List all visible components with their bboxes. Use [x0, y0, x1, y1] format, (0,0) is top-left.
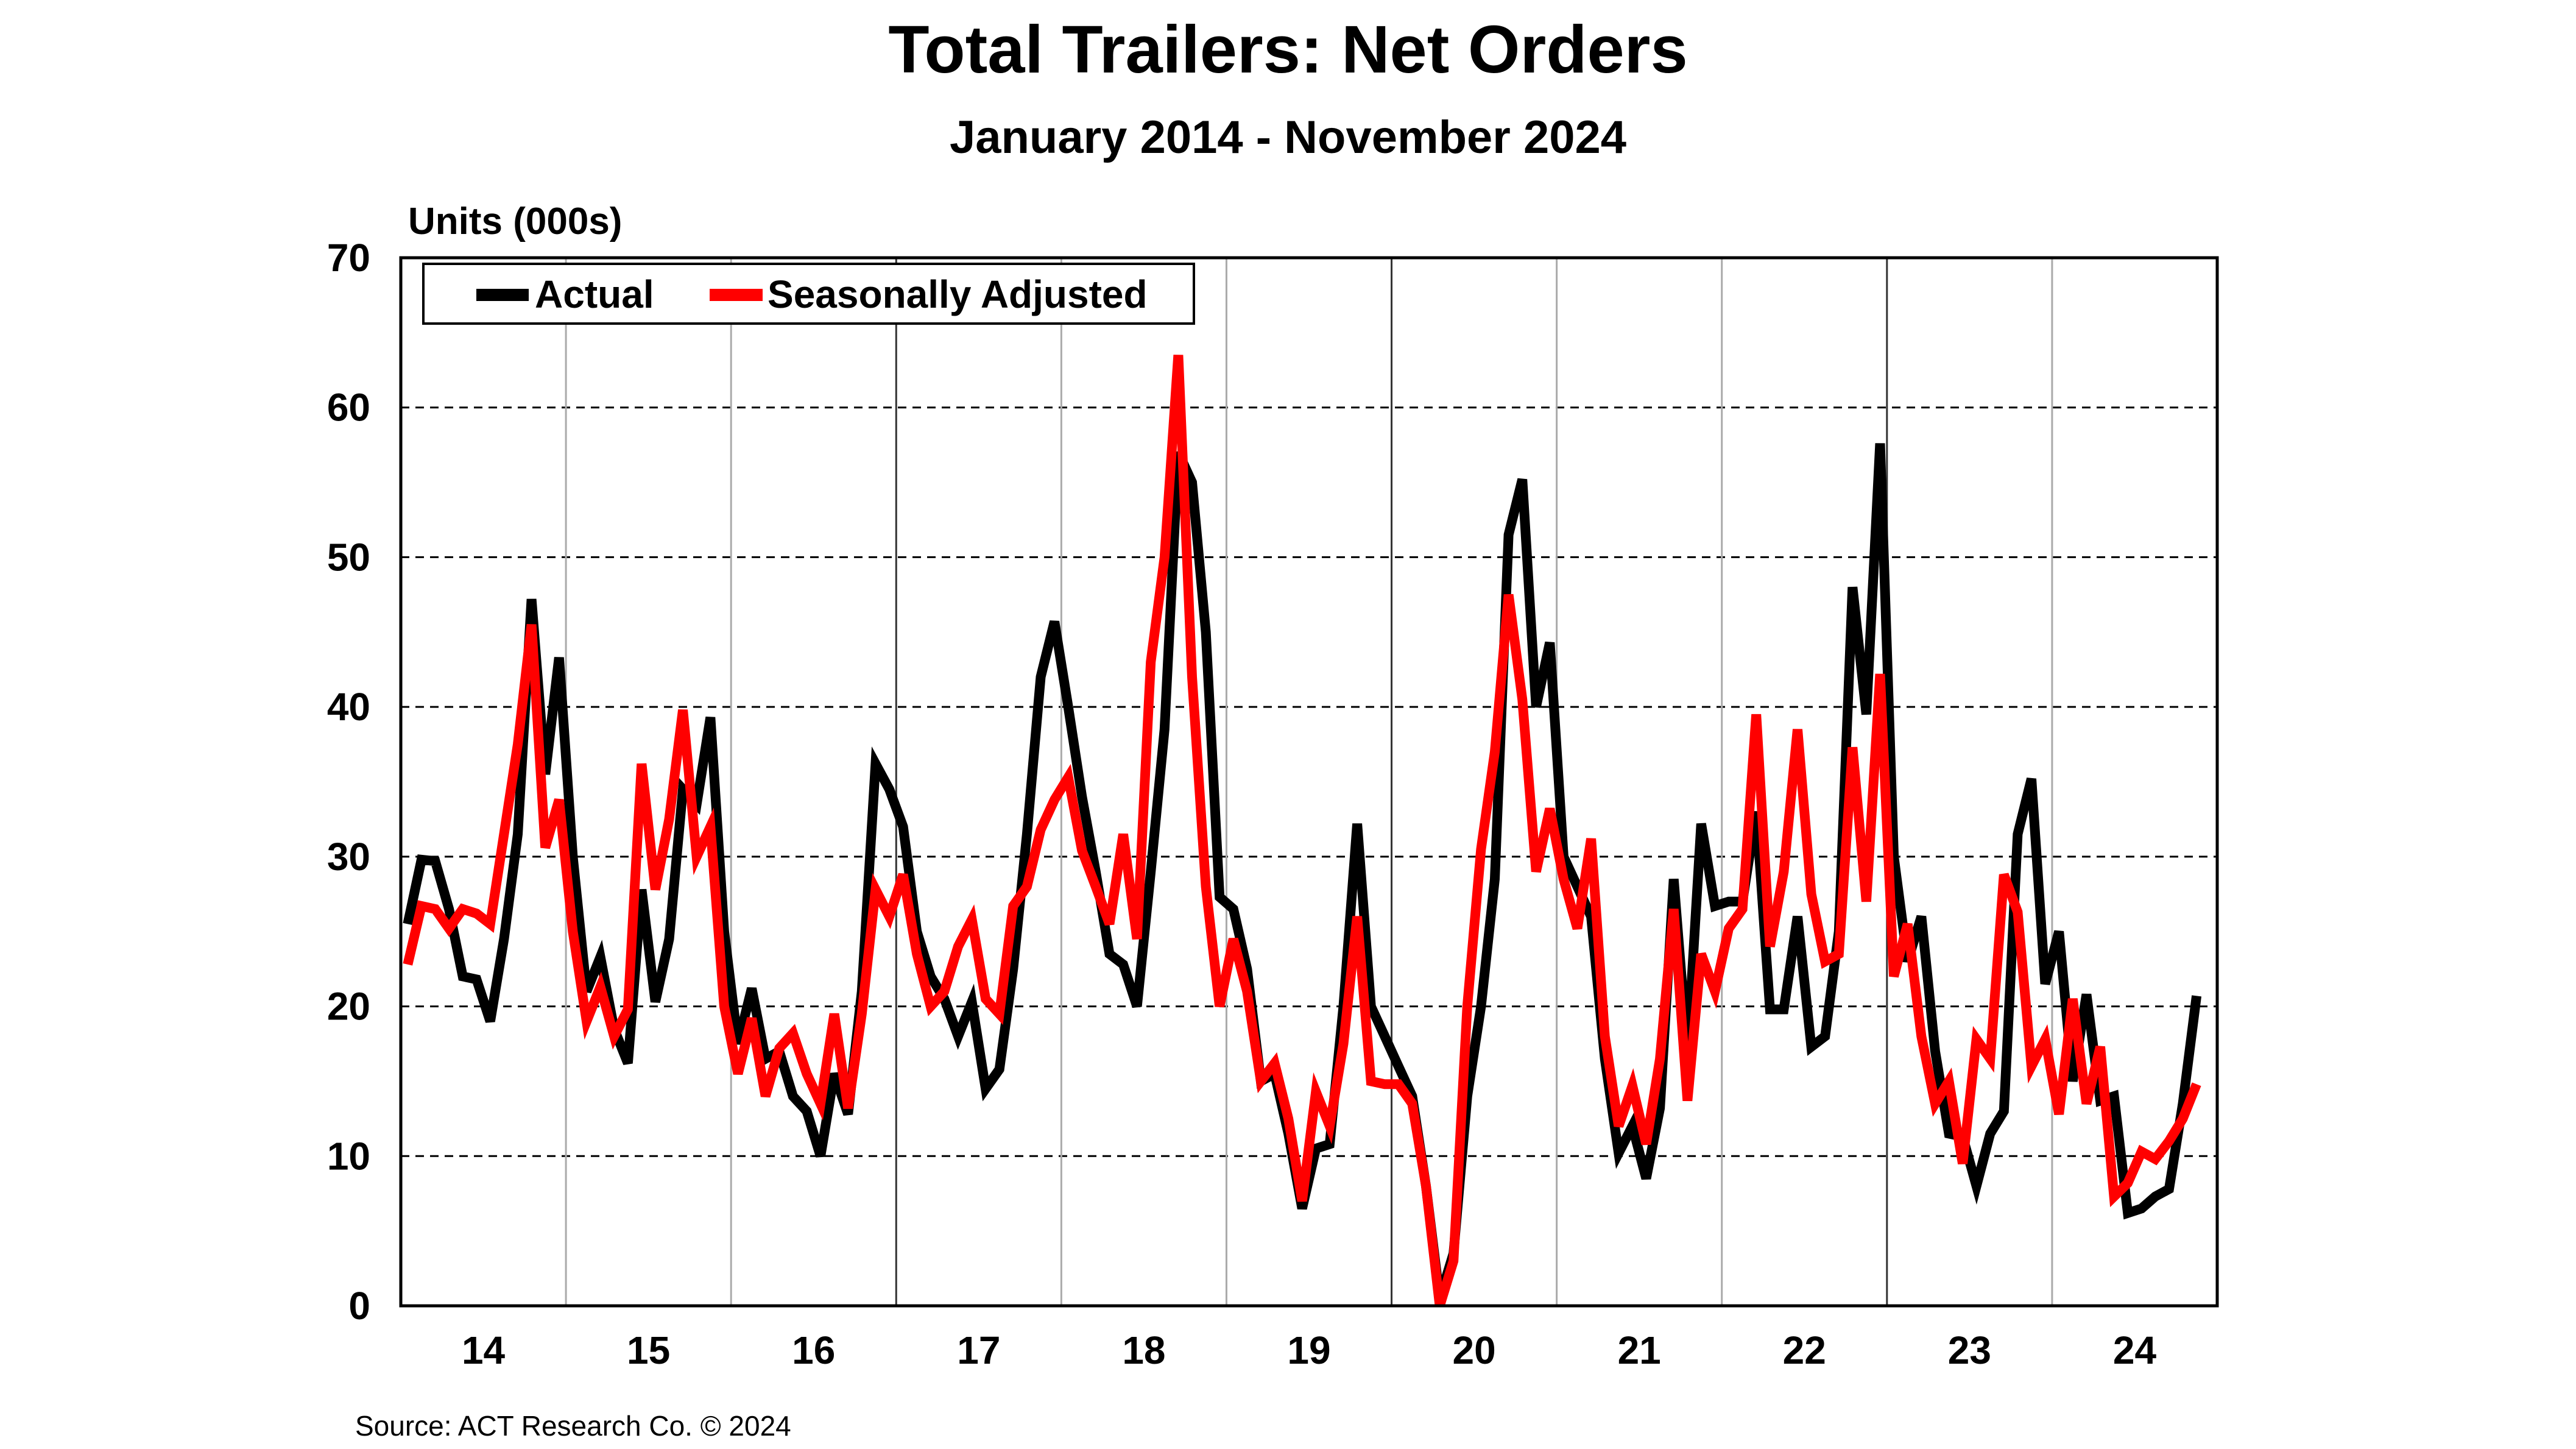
- x-tick-label: 15: [627, 1328, 670, 1372]
- y-tick-label: 50: [327, 535, 370, 579]
- y-axis-label: Units (000s): [408, 200, 623, 243]
- y-tick-label: 10: [327, 1134, 370, 1178]
- x-tick-label: 17: [957, 1328, 1000, 1372]
- y-tick-label: 30: [327, 835, 370, 879]
- x-tick-label: 20: [1452, 1328, 1495, 1372]
- legend-sa-label: Seasonally Adjusted: [768, 272, 1148, 316]
- x-tick-label: 23: [1948, 1328, 1991, 1372]
- y-tick-label: 20: [327, 985, 370, 1029]
- y-axis-ticks: 0 10 20 30 40 50 60 70: [327, 236, 370, 1328]
- series-seasonally-adjusted-line: [403, 355, 2201, 1308]
- y-tick-label: 40: [327, 685, 370, 729]
- x-tick-label: 22: [1783, 1328, 1826, 1372]
- source-note: Source: ACT Research Co. © 2024: [355, 1410, 791, 1442]
- x-tick-label: 14: [462, 1328, 506, 1372]
- x-tick-label: 19: [1287, 1328, 1330, 1372]
- y-tick-label: 0: [348, 1284, 370, 1328]
- legend: Actual Seasonally Adjusted: [422, 263, 1195, 325]
- x-axis-ticks: 14 15 16 17 18 19 20 21 22 23 24: [462, 1328, 2157, 1372]
- x-tick-label: 18: [1122, 1328, 1165, 1372]
- y-tick-label: 60: [327, 386, 370, 430]
- plot-area-border: [399, 256, 2219, 1308]
- x-tick-label: 16: [792, 1328, 835, 1372]
- x-tick-label: 21: [1618, 1328, 1661, 1372]
- x-tick-label: 24: [2113, 1328, 2157, 1372]
- series-actual-line: [403, 443, 2202, 1300]
- chart-title: Total Trailers: Net Orders: [888, 12, 1688, 87]
- chart-subtitle: January 2014 - November 2024: [949, 112, 1627, 163]
- legend-actual-label: Actual: [535, 272, 654, 316]
- y-tick-label: 70: [327, 236, 370, 280]
